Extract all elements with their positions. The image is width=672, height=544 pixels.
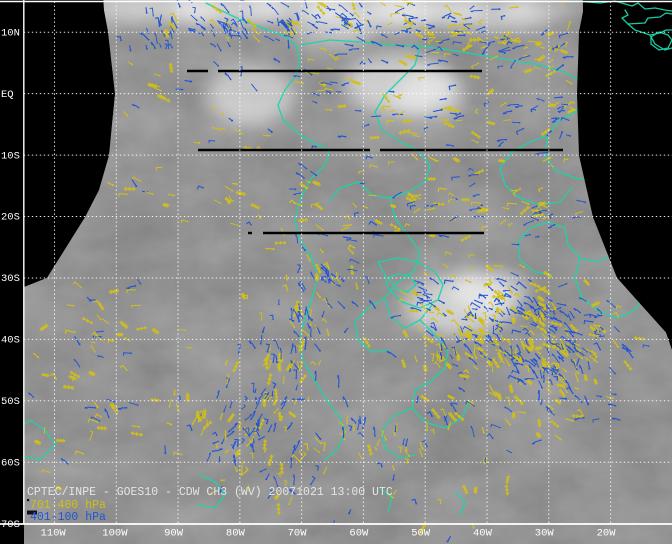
svg-text:20W: 20W (597, 528, 617, 540)
svg-text:60S: 60S (1, 457, 20, 469)
svg-text:50S: 50S (1, 396, 20, 408)
svg-text:100W: 100W (102, 528, 128, 540)
svg-text:70W: 70W (288, 528, 308, 540)
svg-text:20S: 20S (1, 212, 20, 224)
svg-text:401-100 hPa: 401-100 hPa (30, 511, 106, 524)
svg-text:110W: 110W (41, 528, 67, 540)
svg-text:40W: 40W (473, 528, 493, 540)
svg-text:10S: 10S (1, 150, 20, 162)
svg-text:90W: 90W (164, 528, 184, 540)
svg-text:40S: 40S (1, 335, 20, 347)
svg-text:50W: 50W (411, 528, 431, 540)
svg-text:30S: 30S (1, 273, 20, 285)
svg-text:30W: 30W (535, 528, 555, 540)
svg-text:EQ: EQ (1, 89, 14, 101)
svg-text:80W: 80W (226, 528, 246, 540)
svg-text:CPTEC/INPE - GOES10 - CDW CH3: CPTEC/INPE - GOES10 - CDW CH3 (WV) 20071… (27, 486, 393, 499)
svg-text:10N: 10N (1, 28, 20, 40)
svg-text:60W: 60W (349, 528, 369, 540)
